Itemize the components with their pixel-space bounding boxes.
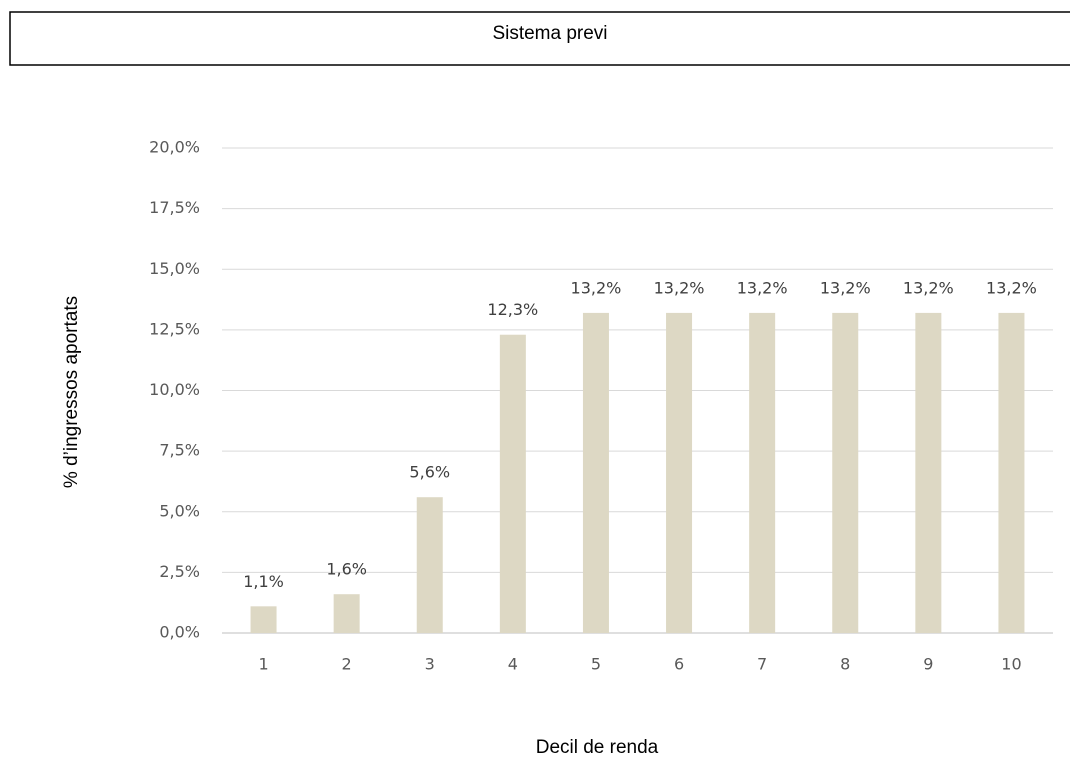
bar [250, 606, 277, 633]
x-tick-label: 3 [425, 655, 435, 674]
data-label: 13,2% [571, 278, 622, 297]
bar [499, 334, 526, 633]
y-tick-label: 7,5% [159, 441, 200, 460]
bar [333, 594, 360, 633]
data-label: 1,6% [326, 560, 367, 579]
bar [915, 312, 942, 633]
title-box [9, 11, 1070, 66]
x-tick-label: 1 [258, 655, 268, 674]
x-tick-label: 9 [923, 655, 933, 674]
data-label: 13,2% [986, 278, 1037, 297]
x-tick-label: 8 [840, 655, 850, 674]
y-tick-label: 15,0% [149, 259, 200, 278]
y-tick-label: 0,0% [159, 623, 200, 642]
bar [832, 312, 859, 633]
x-tick-label: 2 [342, 655, 352, 674]
data-label: 13,2% [654, 278, 705, 297]
y-tick-label: 17,5% [149, 198, 200, 217]
bar [416, 497, 443, 633]
bar [998, 312, 1025, 633]
x-tick-label: 4 [508, 655, 518, 674]
x-tick-label: 7 [757, 655, 767, 674]
x-tick-label: 10 [1001, 655, 1021, 674]
data-label: 12,3% [487, 300, 538, 319]
y-tick-label: 10,0% [149, 380, 200, 399]
y-tick-label: 5,0% [159, 501, 200, 520]
bar [582, 312, 609, 633]
data-label: 13,2% [820, 278, 871, 297]
data-label: 1,1% [243, 572, 284, 591]
bar [666, 312, 693, 633]
bar [749, 312, 776, 633]
data-label: 13,2% [903, 278, 954, 297]
data-label: 5,6% [409, 463, 450, 482]
data-label: 13,2% [737, 278, 788, 297]
y-tick-label: 20,0% [149, 138, 200, 157]
chart-title: Sistema previ [492, 23, 607, 44]
x-tick-label: 6 [674, 655, 684, 674]
y-axis-title: % d’ingressos aportats [61, 296, 82, 488]
x-axis-title: Decil de renda [536, 737, 659, 758]
y-tick-label: 12,5% [149, 319, 200, 338]
x-tick-label: 5 [591, 655, 601, 674]
y-tick-label: 2,5% [159, 562, 200, 581]
